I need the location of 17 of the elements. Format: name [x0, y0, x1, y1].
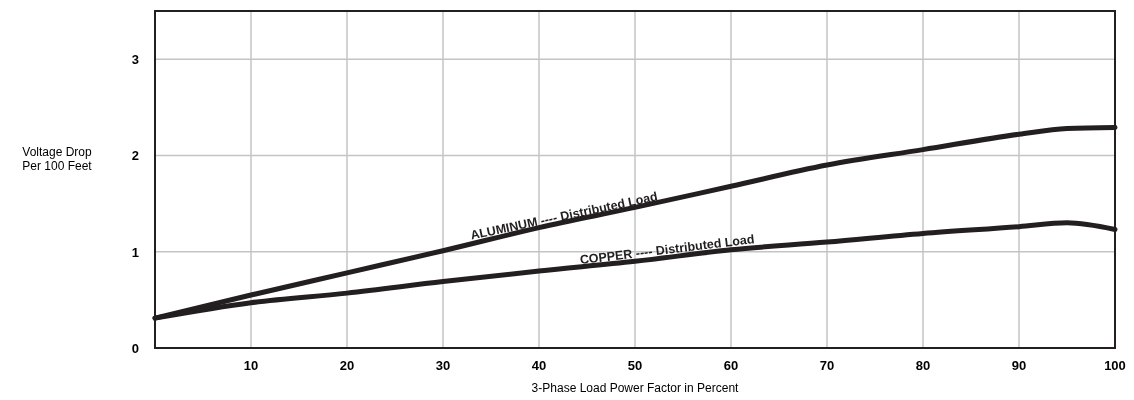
x-tick-label: 60 [723, 358, 739, 373]
x-tick-label: 50 [627, 358, 643, 373]
annotation: COPPER ---- Distributed Load [579, 232, 756, 268]
x-tick-label: 20 [339, 358, 355, 373]
y-tick-label: 1 [131, 244, 139, 260]
x-tick-label: 30 [435, 358, 451, 373]
x-tick-label: 40 [531, 358, 547, 373]
x-tick-label: 80 [915, 358, 931, 373]
x-tick-label: 90 [1011, 358, 1027, 373]
x-tick-label: 70 [819, 358, 835, 373]
y-axis-title: Voltage Drop Per 100 Feet [22, 145, 93, 174]
y-tick-label: 3 [131, 52, 139, 68]
x-axis-title: 3-Phase Load Power Factor in Percent [531, 381, 740, 395]
x-tick-label: 100 [1104, 358, 1126, 373]
x-tick-label: 10 [243, 358, 259, 373]
y-tick-label: 0 [131, 341, 139, 356]
y-tick-label: 2 [131, 148, 139, 164]
